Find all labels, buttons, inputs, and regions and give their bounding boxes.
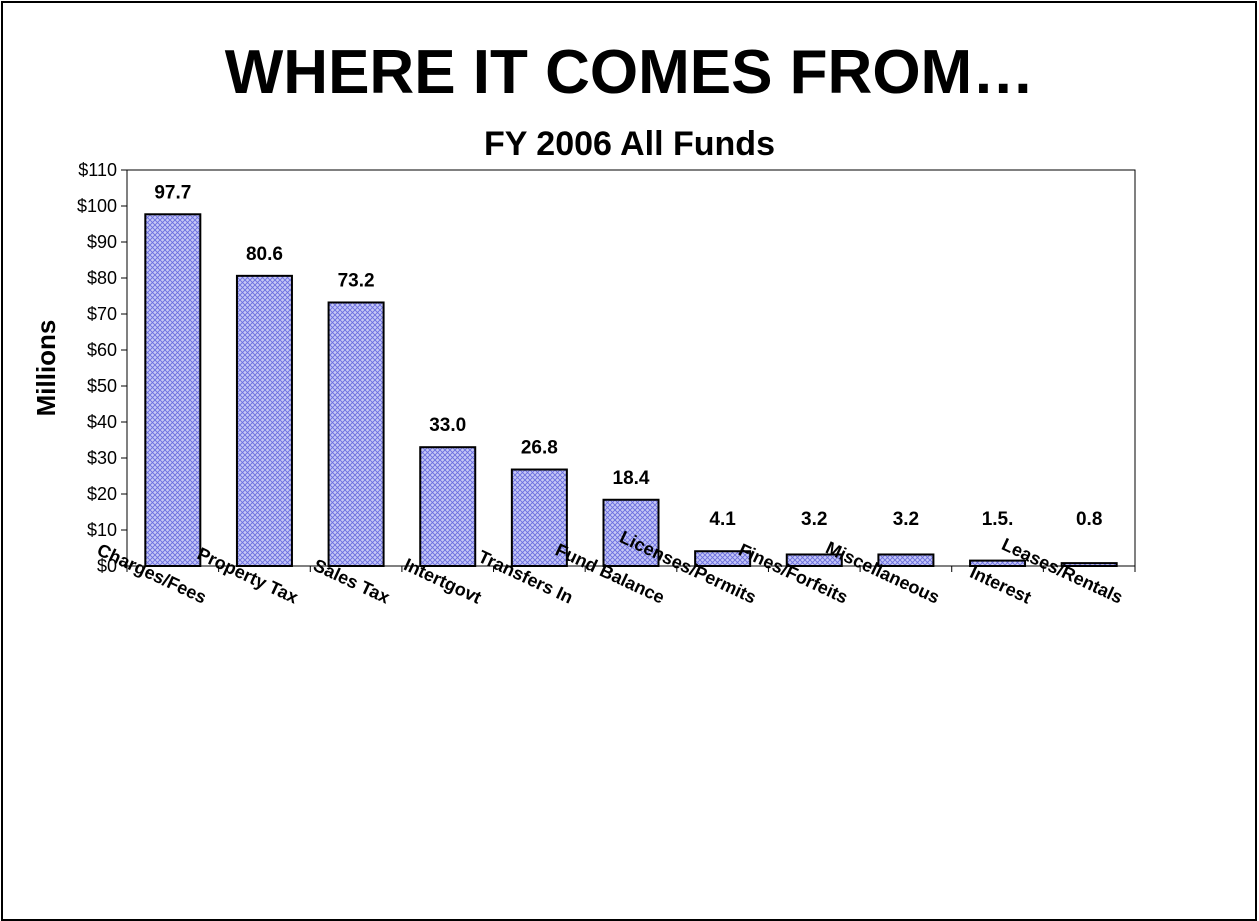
slide-subtitle: FY 2006 All Funds [484, 125, 775, 163]
data-label: 97.7 [154, 182, 191, 203]
y-tick-label: $30 [87, 448, 117, 468]
y-tick-label: $80 [87, 268, 117, 288]
y-tick-label: $60 [87, 340, 117, 360]
data-label: 73.2 [338, 270, 375, 291]
data-label: 18.4 [613, 468, 650, 489]
bar [510, 468, 568, 567]
bar [694, 550, 752, 567]
y-tick-label: $90 [87, 232, 117, 252]
data-label: 26.8 [521, 438, 558, 459]
y-tick-label: $20 [87, 484, 117, 504]
data-label: 1.5. [982, 509, 1014, 530]
bar [144, 213, 202, 567]
bar [419, 446, 477, 568]
y-tick-label: $100 [77, 196, 117, 216]
y-tick-label: $110 [78, 160, 117, 180]
bar [877, 553, 935, 567]
bar [1060, 562, 1118, 567]
data-label: 0.8 [1076, 509, 1102, 530]
x-tick-label: Interest [967, 562, 1034, 608]
bar [602, 498, 660, 568]
bar [785, 553, 843, 567]
data-label: 3.2 [801, 509, 827, 530]
y-tick-label: $50 [87, 376, 117, 396]
y-tick-label: $70 [87, 304, 117, 324]
y-tick-label: $40 [87, 412, 117, 432]
y-tick-label: $0 [97, 556, 117, 576]
data-label: 3.2 [893, 509, 919, 530]
slide-title: WHERE IT COMES FROM… [224, 38, 1035, 107]
y-tick-label: $10 [87, 520, 117, 540]
bar [235, 274, 293, 567]
data-label: 33.0 [429, 415, 466, 436]
data-label: 4.1 [709, 509, 736, 530]
bar [327, 301, 385, 567]
bar [969, 559, 1027, 567]
y-axis-label: Millions [31, 320, 61, 417]
data-label: 80.6 [246, 244, 283, 265]
